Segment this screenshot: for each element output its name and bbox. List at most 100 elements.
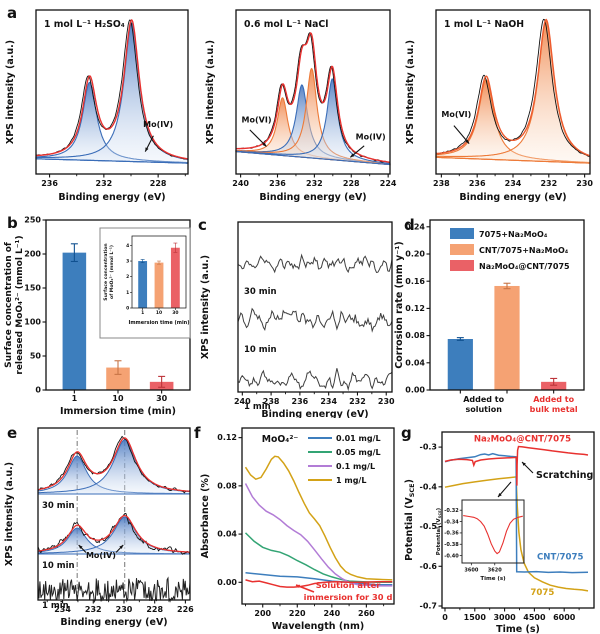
y-axis-label: Surface concentration of (4, 242, 14, 368)
panel-f-uv-absorbance: 200 220 240 260 Wavelength (nm) 0.00 0.04 0.08 0… (200, 427, 395, 632)
y-tick-label: 0 (126, 305, 129, 311)
x-tick-label: 30 (172, 310, 178, 316)
y-tick-label: 0.00 (405, 386, 425, 395)
x-tick-label: 10 (156, 310, 162, 316)
x-tick-label: 228 (150, 179, 167, 188)
annotation-arrowhead (145, 147, 149, 152)
bar (106, 367, 130, 390)
noise-trace (237, 368, 393, 392)
panel-a1-h2so4-xps: 236 232 228 Binding energy (eV) XPS intensit… (5, 9, 189, 203)
x-axis-label: Time (s) (496, 624, 540, 634)
envelope-line (37, 437, 191, 492)
legend-label: 1 mg/L (336, 476, 366, 485)
legend-label: CNT/7075+Na₂MoO₄ (479, 246, 569, 255)
annotation-arrowhead (350, 153, 355, 158)
x-tick-label: 220 (289, 609, 306, 618)
y-axis-label: XPS intensity (a.u.) (5, 40, 16, 144)
y-tick-label: 0.20 (405, 250, 425, 259)
x-tick-label: 232 (349, 397, 366, 406)
panel-title: MoO₄²⁻ (262, 434, 299, 445)
x-tick-label: 3000 (493, 613, 516, 622)
x-tick-label: 240 (232, 179, 249, 188)
series-line (444, 476, 589, 592)
x-axis-label: Binding energy (eV) (58, 192, 165, 203)
x-tick-label: 224 (380, 179, 397, 188)
x-tick-label: 0 (442, 613, 448, 622)
y-tick-label: 0.08 (405, 331, 425, 340)
trace-label: 30 min (42, 501, 75, 511)
panel-a3-naoh-xps: 238 236 234 232 230 Binding energy (eV) XPS in… (405, 9, 593, 203)
y-tick-label: 0.04 (217, 530, 237, 539)
inset-x-axis-label: Time (s) (480, 576, 506, 582)
envelope-line (236, 32, 391, 163)
x-tick-label: 236 (41, 179, 58, 188)
peak-annotation: Mo(VI) (441, 110, 471, 119)
x-tick-label: 6000 (553, 613, 576, 622)
legend-swatch (450, 228, 474, 239)
y-tick-label: 0.04 (405, 358, 425, 367)
y-tick-label: 50 (30, 352, 42, 361)
x-tick-label: 228 (343, 179, 360, 188)
axes-frame (441, 431, 595, 609)
y-tick-label: 2 (126, 274, 129, 280)
x-tick-label: 240 (234, 397, 251, 406)
inset-x-axis-label: Immersion time (min) (128, 320, 189, 326)
y-tick-label: 100 (24, 318, 41, 327)
panel-letter-c: c (198, 216, 207, 234)
y-tick-label: 150 (24, 284, 41, 293)
panel-letter-d: d (404, 216, 415, 234)
axes-frame (35, 9, 189, 175)
trace-label: 1 min (42, 601, 69, 611)
x-tick-label: 238 (433, 179, 450, 188)
x-tick-label: 234 (505, 179, 522, 188)
panel-title: 1 mol L⁻¹ H₂SO₄ (44, 19, 125, 30)
x-tick-label: 30 (156, 394, 168, 403)
x-tick-label: 1500 (464, 613, 487, 622)
y-tick-label: 200 (24, 250, 41, 259)
x-tick-label: 230 (576, 179, 593, 188)
series-line (244, 532, 393, 584)
x-axis-label: Binding energy (eV) (60, 617, 167, 628)
inset-x-tick-label: 3620 (488, 568, 502, 574)
annotation-arrowhead (296, 584, 301, 588)
peak-annotation: Mo(VI) (242, 116, 272, 125)
fit-peak-orange (435, 20, 591, 164)
group-label: bulk metal (530, 405, 578, 414)
panel-title: 0.6 mol L⁻¹ NaCl (244, 19, 328, 30)
y-tick-label: 4 (126, 243, 129, 249)
inset-x-tick-label: 3600 (464, 568, 478, 574)
panel-letter-a: a (7, 4, 18, 22)
x-tick-label: 236 (469, 179, 486, 188)
annotation-arrowhead (522, 462, 526, 466)
red-annotation: Solution after (316, 580, 382, 590)
y-tick-label: -0.5 (420, 522, 438, 531)
noise-trace (37, 576, 191, 604)
group-label: solution (465, 405, 502, 414)
x-tick-label: 232 (306, 179, 323, 188)
series-line (244, 455, 393, 581)
legend-swatch (450, 244, 474, 255)
x-tick-label: 232 (85, 605, 102, 614)
scratch-annotation: Scratching (536, 470, 593, 481)
x-axis-label: Binding energy (eV) (459, 192, 566, 203)
inset-y-tick-label: -0.40 (444, 553, 459, 559)
bar (447, 339, 473, 390)
panel-letter-f: f (194, 424, 201, 442)
x-tick-label: 4500 (523, 613, 546, 622)
x-tick-label: 10 (112, 394, 124, 403)
legend-label: Na₂MoO₄@CNT/7075 (479, 262, 570, 271)
bar (541, 381, 567, 390)
peak-annotation: Mo(IV) (356, 132, 386, 141)
panel-letter-g: g (401, 424, 412, 442)
legend-label: 0.05 mg/L (336, 448, 381, 457)
legend-label: 7075+Na₂MoO₄ (479, 230, 548, 239)
y-axis-label: XPS intensity (a.u.) (205, 40, 216, 144)
y-tick-label: -0.3 (420, 443, 438, 452)
x-tick-label: 1 (141, 310, 144, 316)
peak-annotation: Mo(IV) (143, 120, 173, 129)
y-tick-label: -0.6 (420, 562, 438, 571)
panel-a2-nacl-xps: 240 236 232 228 224 Binding energy (eV) XPS in… (205, 9, 397, 203)
y-axis-label: XPS intensity (a.u.) (200, 255, 211, 359)
inset-frame (461, 499, 525, 564)
